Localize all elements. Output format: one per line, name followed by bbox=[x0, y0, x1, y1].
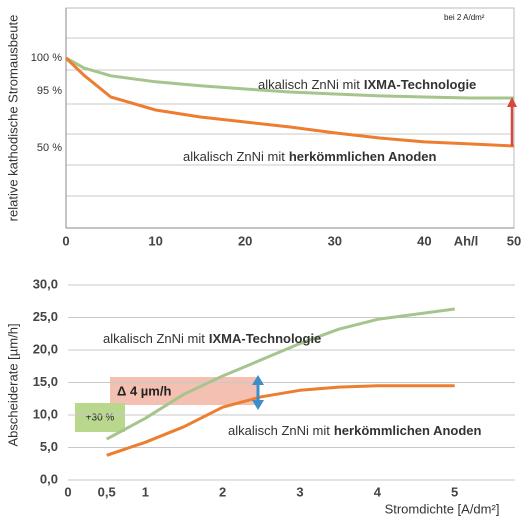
series-label-bold: herkömmlichen Anoden bbox=[334, 423, 482, 438]
plot-frame bbox=[65, 7, 515, 229]
arrow-head bbox=[252, 400, 264, 410]
layout-grid bbox=[66, 37, 514, 197]
x-tick-label: 0 bbox=[64, 484, 71, 499]
y-tick-label: 30,0 bbox=[33, 276, 58, 291]
delta-box bbox=[110, 377, 258, 405]
y-axis-title: relative kathodische Stromausbeute bbox=[5, 15, 20, 222]
x-tick-label: 40 bbox=[417, 233, 431, 248]
x-axis-title: Ah/l bbox=[454, 233, 479, 248]
series-label-bold: IXMA-Technologie bbox=[209, 331, 321, 346]
x-tick-label: 1 bbox=[142, 484, 149, 499]
series-line bbox=[106, 384, 455, 457]
y-tick-label: 0,0 bbox=[40, 471, 58, 486]
y-tick-label: 25,0 bbox=[33, 309, 58, 324]
x-tick-label: 10 bbox=[148, 233, 162, 248]
x-tick-label: 50 bbox=[507, 233, 521, 248]
x-tick-label: 0,5 bbox=[98, 484, 116, 499]
series-line bbox=[64, 56, 515, 148]
percent-box bbox=[75, 403, 125, 432]
y-tick-label: 10,0 bbox=[33, 406, 58, 421]
x-tick-label: 5 bbox=[451, 484, 458, 499]
series-label-bold: IXMA-Technologie bbox=[364, 77, 476, 92]
series-label-text: alkalisch ZnNi mit bbox=[103, 331, 205, 346]
series-line bbox=[65, 56, 514, 100]
series-label-text: alkalisch ZnNi mit bbox=[228, 423, 330, 438]
series-label: alkalisch ZnNi mit herkömmlichen Anoden bbox=[228, 423, 482, 438]
y-tick-label: 100 % bbox=[31, 52, 62, 64]
y-tick-label: 20,0 bbox=[33, 341, 58, 356]
y-tick-label: 15,0 bbox=[33, 374, 58, 389]
x-tick-label: 2 bbox=[219, 484, 226, 499]
x-tick-label: 4 bbox=[374, 484, 382, 499]
arrow-head bbox=[252, 375, 264, 385]
x-tick-label: 20 bbox=[238, 233, 252, 248]
x-tick-label: 30 bbox=[328, 233, 342, 248]
x-tick-label: 3 bbox=[296, 484, 303, 499]
y-axis-title: Abscheiderate [µm/h] bbox=[5, 323, 20, 446]
x-tick-label: 0 bbox=[62, 233, 69, 248]
series-label: alkalisch ZnNi mit IXMA-Technologie bbox=[258, 77, 476, 92]
series-label: alkalisch ZnNi mit IXMA-Technologie bbox=[103, 331, 321, 346]
annotation: Δ 4 µm/h bbox=[117, 383, 171, 398]
y-tick-label: 5,0 bbox=[40, 439, 58, 454]
y-tick-label: 95 % bbox=[37, 85, 62, 97]
series-label-bold: herkömmlichen Anoden bbox=[289, 149, 437, 164]
annotation: bei 2 A/dm² bbox=[444, 13, 485, 22]
series-label-text: alkalisch ZnNi mit bbox=[183, 149, 285, 164]
series-label-text: alkalisch ZnNi mit bbox=[258, 77, 360, 92]
series-label: alkalisch ZnNi mit herkömmlichen Anoden bbox=[183, 149, 437, 164]
annotation: +30 % bbox=[86, 413, 115, 424]
series-line bbox=[105, 307, 455, 441]
arrow-head bbox=[507, 97, 517, 107]
y-tick-label: 50 % bbox=[37, 142, 62, 154]
x-axis-title: Stromdichte [A/dm²] bbox=[385, 501, 500, 516]
